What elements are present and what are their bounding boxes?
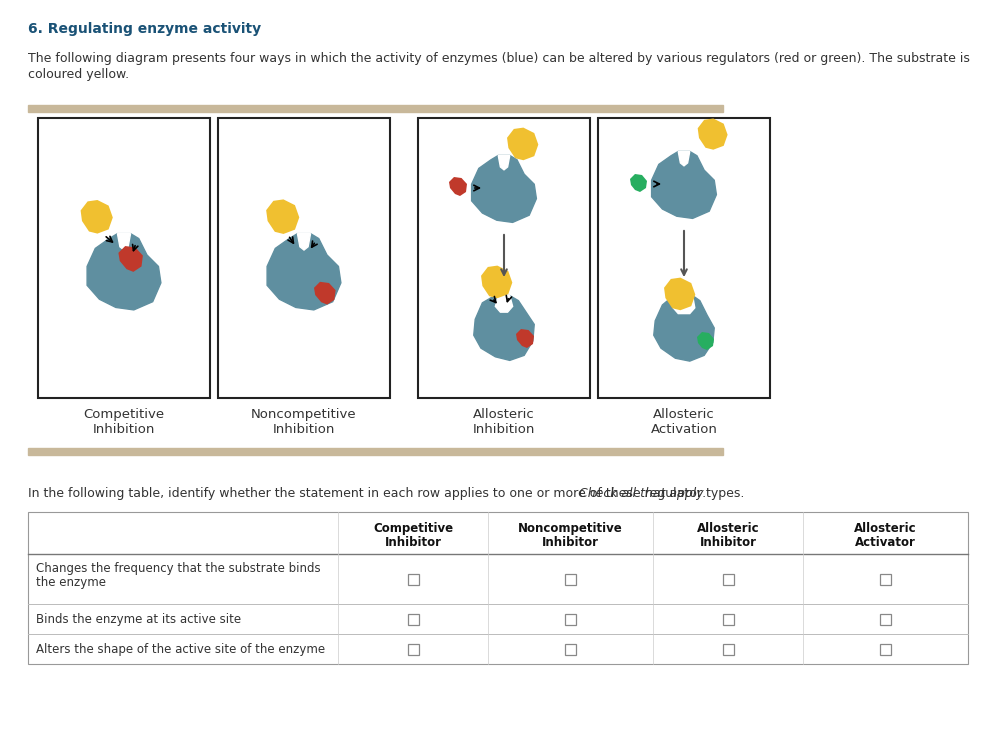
Text: Changes the frequency that the substrate binds: Changes the frequency that the substrate… — [36, 562, 321, 575]
Text: Allosteric: Allosteric — [697, 522, 759, 535]
Bar — [598, 118, 770, 398]
Text: Inhibitor: Inhibitor — [541, 536, 599, 549]
Text: Allosteric: Allosteric — [473, 408, 535, 421]
Bar — [407, 643, 418, 654]
Polygon shape — [697, 332, 714, 350]
Text: Inhibition: Inhibition — [273, 423, 335, 436]
Bar — [565, 643, 576, 654]
Text: Inhibition: Inhibition — [473, 423, 535, 436]
Polygon shape — [87, 234, 161, 310]
Bar — [38, 118, 210, 398]
Polygon shape — [449, 177, 467, 196]
Polygon shape — [630, 174, 647, 192]
Text: Noncompetitive: Noncompetitive — [517, 522, 622, 535]
Text: Competitive: Competitive — [373, 522, 453, 535]
Polygon shape — [118, 234, 131, 250]
Text: In the following table, identify whether the statement in each row applies to on: In the following table, identify whether… — [28, 487, 748, 500]
Text: Binds the enzyme at its active site: Binds the enzyme at its active site — [36, 613, 241, 626]
Polygon shape — [698, 119, 727, 150]
Bar — [879, 573, 891, 584]
Polygon shape — [472, 155, 536, 223]
Bar — [565, 613, 576, 624]
Text: Activation: Activation — [650, 423, 717, 436]
Bar — [879, 643, 891, 654]
Text: coloured yellow.: coloured yellow. — [28, 68, 129, 81]
Text: Activator: Activator — [854, 536, 916, 549]
Polygon shape — [516, 329, 534, 348]
Bar — [722, 643, 733, 654]
Polygon shape — [267, 199, 299, 234]
Polygon shape — [314, 282, 336, 305]
Polygon shape — [496, 296, 512, 312]
Polygon shape — [664, 277, 696, 310]
Bar — [565, 573, 576, 584]
Text: the enzyme: the enzyme — [36, 576, 106, 589]
Text: The following diagram presents four ways in which the activity of enzymes (blue): The following diagram presents four ways… — [28, 52, 970, 65]
Polygon shape — [297, 234, 310, 250]
Text: Inhibitor: Inhibitor — [700, 536, 756, 549]
Bar — [722, 613, 733, 624]
Polygon shape — [652, 152, 716, 218]
Polygon shape — [673, 296, 695, 313]
Bar — [879, 613, 891, 624]
Polygon shape — [507, 127, 538, 160]
Bar — [28, 448, 723, 455]
Text: Inhibition: Inhibition — [93, 423, 156, 436]
Text: Allosteric: Allosteric — [853, 522, 917, 535]
Polygon shape — [118, 246, 143, 272]
Bar — [28, 105, 723, 112]
Polygon shape — [80, 200, 113, 234]
Bar — [722, 573, 733, 584]
Bar — [418, 118, 590, 398]
Text: Competitive: Competitive — [83, 408, 165, 421]
Bar — [218, 118, 390, 398]
Polygon shape — [654, 296, 715, 361]
Bar — [407, 573, 418, 584]
Bar — [407, 613, 418, 624]
Text: 6. Regulating enzyme activity: 6. Regulating enzyme activity — [28, 22, 261, 36]
Text: Allosteric: Allosteric — [653, 408, 715, 421]
Text: Alters the shape of the active site of the enzyme: Alters the shape of the active site of t… — [36, 643, 325, 655]
Polygon shape — [498, 155, 509, 170]
Text: Inhibitor: Inhibitor — [385, 536, 442, 549]
Text: Noncompetitive: Noncompetitive — [251, 408, 357, 421]
Polygon shape — [268, 234, 341, 310]
Polygon shape — [481, 266, 512, 298]
Text: Check all that apply.: Check all that apply. — [579, 487, 707, 500]
Polygon shape — [474, 296, 534, 360]
Bar — [28, 512, 968, 664]
Polygon shape — [678, 152, 690, 166]
